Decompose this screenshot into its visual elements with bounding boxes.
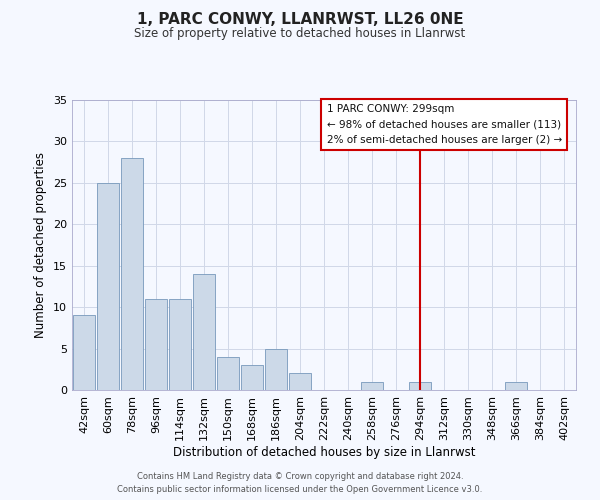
Bar — [73, 316, 95, 390]
Bar — [169, 299, 191, 390]
Bar — [409, 382, 431, 390]
Text: Contains HM Land Registry data © Crown copyright and database right 2024.: Contains HM Land Registry data © Crown c… — [137, 472, 463, 481]
Text: Size of property relative to detached houses in Llanrwst: Size of property relative to detached ho… — [134, 28, 466, 40]
Bar — [217, 357, 239, 390]
Bar — [289, 374, 311, 390]
X-axis label: Distribution of detached houses by size in Llanrwst: Distribution of detached houses by size … — [173, 446, 475, 458]
Bar — [361, 382, 383, 390]
Bar — [97, 183, 119, 390]
Bar — [193, 274, 215, 390]
Bar — [505, 382, 527, 390]
Bar — [265, 348, 287, 390]
Text: Contains public sector information licensed under the Open Government Licence v3: Contains public sector information licen… — [118, 485, 482, 494]
Y-axis label: Number of detached properties: Number of detached properties — [34, 152, 47, 338]
Bar — [121, 158, 143, 390]
Bar — [241, 365, 263, 390]
Text: 1 PARC CONWY: 299sqm
← 98% of detached houses are smaller (113)
2% of semi-detac: 1 PARC CONWY: 299sqm ← 98% of detached h… — [326, 104, 562, 145]
Text: 1, PARC CONWY, LLANRWST, LL26 0NE: 1, PARC CONWY, LLANRWST, LL26 0NE — [137, 12, 463, 28]
Bar — [145, 299, 167, 390]
